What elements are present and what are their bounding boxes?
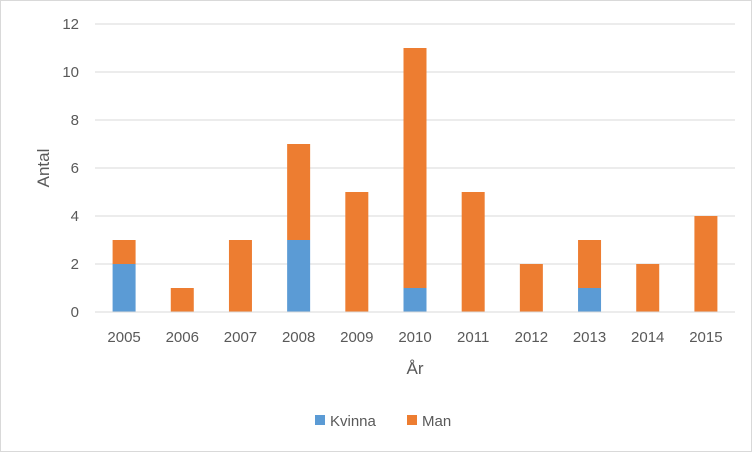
bar-man-2007 <box>228 240 252 312</box>
bar-man-2010 <box>403 48 427 288</box>
legend-label-kvinna: Kvinna <box>330 413 377 430</box>
x-tick-label: 2005 <box>107 329 140 346</box>
y-tick-label: 2 <box>71 256 79 273</box>
x-tick-labels: 2005 2006 2007 2008 2009 2010 2011 2012 2013 2014… <box>107 329 722 346</box>
x-tick-label: 2010 <box>398 329 431 346</box>
legend-label-man: Man <box>422 413 451 430</box>
x-tick-label: 2006 <box>166 329 199 346</box>
x-tick-label: 2009 <box>340 329 373 346</box>
y-axis-title: Antal <box>34 149 53 188</box>
x-tick-label: 2013 <box>573 329 606 346</box>
legend-swatch-kvinna <box>315 415 325 425</box>
y-tick-label: 10 <box>62 64 79 81</box>
y-tick-label: 6 <box>71 160 79 177</box>
bar-man-2006 <box>170 288 194 312</box>
bar-kvinna-2013 <box>578 288 602 312</box>
bar-man-2014 <box>636 264 660 312</box>
bar-man-2011 <box>461 192 485 312</box>
y-tick-label: 4 <box>71 208 79 225</box>
bar-kvinna-2008 <box>287 240 311 312</box>
bar-man-2009 <box>345 192 369 312</box>
x-tick-label: 2008 <box>282 329 315 346</box>
bar-man-2005 <box>112 240 136 264</box>
bar-man-2013 <box>578 240 602 288</box>
x-tick-label: 2007 <box>224 329 257 346</box>
y-tick-label: 0 <box>71 304 79 321</box>
x-tick-label: 2014 <box>631 329 664 346</box>
bar-kvinna-2005 <box>112 264 136 312</box>
bar-man-2012 <box>519 264 543 312</box>
bars <box>112 48 718 312</box>
bar-man-2015 <box>694 216 718 312</box>
bar-kvinna-2010 <box>403 288 427 312</box>
y-tick-label: 12 <box>62 16 79 33</box>
x-axis-title: År <box>407 359 424 378</box>
bar-man-2008 <box>287 144 311 240</box>
x-tick-label: 2015 <box>689 329 722 346</box>
legend: Kvinna Man <box>315 413 451 430</box>
legend-swatch-man <box>407 415 417 425</box>
y-tick-labels: 0 2 4 6 8 10 12 <box>62 16 79 321</box>
x-tick-label: 2012 <box>515 329 548 346</box>
x-tick-label: 2011 <box>457 329 489 346</box>
y-tick-label: 8 <box>71 112 79 129</box>
